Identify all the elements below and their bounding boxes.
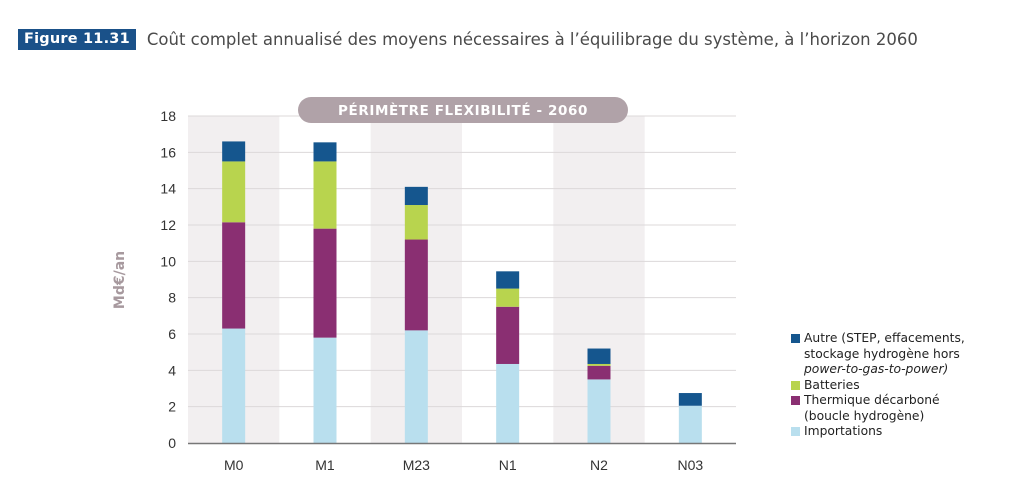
- bar-segment-m23-s0: [404, 330, 428, 443]
- legend-swatch: [791, 380, 800, 390]
- y-tick-label: 8: [168, 290, 176, 306]
- legend-label-line: Thermique décarboné: [804, 393, 940, 407]
- y-tick-label: 14: [160, 181, 176, 197]
- legend-label-line: stockage hydrogène hors: [804, 346, 960, 361]
- bar-segment-n2-s2: [587, 363, 611, 366]
- bar-segment-m1-s2: [313, 161, 337, 229]
- legend-swatch: [791, 427, 800, 436]
- legend-label: Importations: [804, 424, 882, 440]
- figure-number-badge: Figure 11.31: [18, 29, 136, 50]
- y-axis-label: Md€/an: [112, 251, 128, 309]
- y-tick-label: 4: [168, 362, 176, 378]
- legend: Autre (STEP, effacements, stockage hydrog…: [791, 331, 965, 440]
- figure-title: Coût complet annualisé des moyens nécess…: [146, 30, 918, 49]
- legend-label-line: Autre (STEP, effacements,: [804, 331, 965, 345]
- legend-swatch: [791, 334, 800, 343]
- bar-stack-m1: [313, 142, 337, 443]
- legend-label-line: Importations: [804, 424, 883, 438]
- bar-stack-n2: [587, 348, 611, 443]
- bar-segment-n1-s3: [496, 271, 520, 289]
- bar-stack-m23: [404, 186, 428, 443]
- bar-segment-m23-s2: [404, 205, 428, 240]
- legend-item: Autre (STEP, effacements, stockage hydrog…: [791, 331, 965, 378]
- legend-swatch: [791, 396, 800, 405]
- x-tick-labels: M0 M1 M23 N1 N2 N03: [224, 457, 703, 473]
- legend-label-line: Batteries: [804, 377, 860, 392]
- bar-segment-m0-s1: [222, 222, 246, 329]
- bar-segment-m1-s0: [313, 337, 337, 443]
- y-tick-label: 6: [168, 326, 176, 342]
- y-tick-label: 0: [168, 435, 176, 451]
- legend-item: Importations: [791, 424, 965, 440]
- bars: [222, 141, 702, 443]
- bar-stack-m0: [222, 141, 246, 443]
- bar-segment-m23-s1: [404, 239, 428, 331]
- bar-segment-m23-s3: [404, 186, 428, 206]
- gridlines: [188, 115, 736, 408]
- legend-label-line: (boucle hydrogène): [804, 408, 925, 423]
- y-tick-label: 10: [160, 253, 176, 269]
- bar-stack-n1: [496, 271, 520, 443]
- banner-text: PÉRIMÈTRE FLEXIBILITÉ - 2060: [338, 102, 588, 119]
- bar-segment-n1-s1: [496, 306, 520, 364]
- legend-label-line: power-to-gas-to-power): [804, 362, 949, 376]
- legend-label: Thermique décarboné (boucle hydrogène): [804, 393, 940, 424]
- legend-label: Batteries: [804, 378, 860, 394]
- bar-segment-n2-s1: [587, 365, 611, 380]
- legend-item: Batteries: [791, 378, 965, 394]
- y-tick-labels: 0 2 4 6 8 10 12 14 16 18: [160, 108, 176, 451]
- banner-background: [298, 97, 628, 123]
- bar-segment-n2-s3: [587, 348, 611, 364]
- y-tick-label: 12: [160, 217, 176, 233]
- bar-segment-n1-s2: [496, 288, 520, 307]
- bar-segment-m1-s1: [313, 228, 337, 338]
- figure-header: Figure 11.31 Coût complet annualisé des …: [18, 29, 918, 50]
- legend-item: Thermique décarboné (boucle hydrogène): [791, 393, 965, 424]
- y-tick-label: 18: [160, 108, 176, 124]
- banner: PÉRIMÈTRE FLEXIBILITÉ - 2060: [298, 97, 628, 123]
- bar-segment-m0-s3: [222, 141, 246, 162]
- bar-segment-m0-s2: [222, 161, 246, 223]
- legend-label: Autre (STEP, effacements, stockage hydrog…: [804, 331, 965, 378]
- x-tick-label: N2: [590, 457, 608, 473]
- x-tick-label: N03: [677, 457, 703, 473]
- y-tick-label: 2: [168, 399, 176, 415]
- x-tick-label: M0: [224, 457, 244, 473]
- bar-segment-n2-s0: [587, 379, 611, 443]
- bar-segment-n03-s0: [678, 405, 702, 443]
- bar-segment-m0-s0: [222, 328, 246, 443]
- x-tick-label: M1: [315, 457, 335, 473]
- bar-segment-m1-s3: [313, 142, 337, 162]
- bar-stack-n03: [678, 393, 702, 443]
- x-tick-label: N1: [499, 457, 517, 473]
- y-tick-label: 16: [160, 144, 176, 160]
- bar-segment-n03-s3: [678, 393, 702, 406]
- bar-segment-n1-s0: [496, 363, 520, 443]
- x-tick-label: M23: [403, 457, 430, 473]
